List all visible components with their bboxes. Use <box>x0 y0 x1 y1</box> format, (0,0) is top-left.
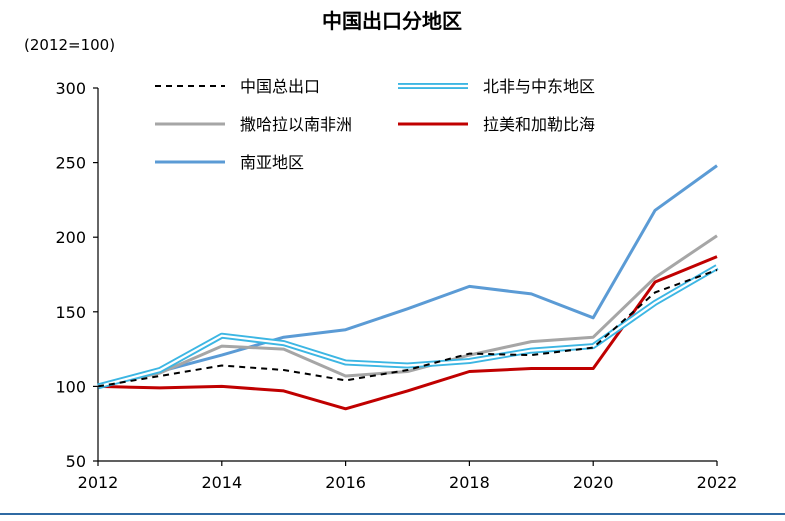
legend-label-south-asia: 南亚地区 <box>240 153 304 172</box>
y-tick-label: 150 <box>55 303 86 322</box>
series-layer <box>97 164 719 411</box>
x-tick-label: 2020 <box>573 473 614 492</box>
bottom-rule <box>0 513 785 515</box>
series-line-total-export <box>97 269 718 388</box>
legend-label-sub-saharan-africa: 撒哈拉以南非洲 <box>240 115 352 134</box>
legend-item-sub-saharan-africa: 撒哈拉以南非洲 <box>155 115 352 134</box>
legend-label-latin-america-caribbean: 拉美和加勒比海 <box>483 115 595 134</box>
x-tick-label: 2022 <box>697 473 738 492</box>
series-line-latin-america-caribbean <box>97 255 718 411</box>
series-line-north-africa-middle-east <box>97 264 719 390</box>
chart-title: 中国出口分地区 <box>322 9 462 33</box>
x-tick-label: 2018 <box>449 473 490 492</box>
legend-item-total-export: 中国总出口 <box>155 77 320 96</box>
axes <box>97 88 717 462</box>
y-tick-label: 100 <box>55 377 86 396</box>
x-tick-label: 2014 <box>201 473 242 492</box>
y-tick-label: 250 <box>55 154 86 173</box>
unit-label: (2012=100) <box>24 36 115 54</box>
legend-label-north-africa-middle-east: 北非与中东地区 <box>483 77 595 96</box>
series-line-south-asia <box>97 164 718 388</box>
y-tick-label: 50 <box>66 452 86 471</box>
legend-item-south-asia: 南亚地区 <box>155 153 304 172</box>
y-ticks: 50 100 150 200 250 300 <box>55 79 98 471</box>
series-line-sub-saharan-africa <box>97 234 718 388</box>
x-tick-label: 2012 <box>78 473 119 492</box>
legend-label-total-export: 中国总出口 <box>240 77 320 96</box>
x-tick-label: 2016 <box>325 473 366 492</box>
legend: 中国总出口 北非与中东地区 撒哈拉以南非洲 拉美和加勒比海 南亚地区 <box>155 77 595 172</box>
y-tick-label: 200 <box>55 228 86 247</box>
x-ticks: 2012 2014 2016 2018 2020 2022 <box>78 461 738 492</box>
legend-item-north-africa-middle-east: 北非与中东地区 <box>398 77 595 96</box>
y-tick-label: 300 <box>55 79 86 98</box>
legend-item-latin-america-caribbean: 拉美和加勒比海 <box>398 115 595 134</box>
series-line-north-africa-middle-east-inner <box>97 266 718 388</box>
